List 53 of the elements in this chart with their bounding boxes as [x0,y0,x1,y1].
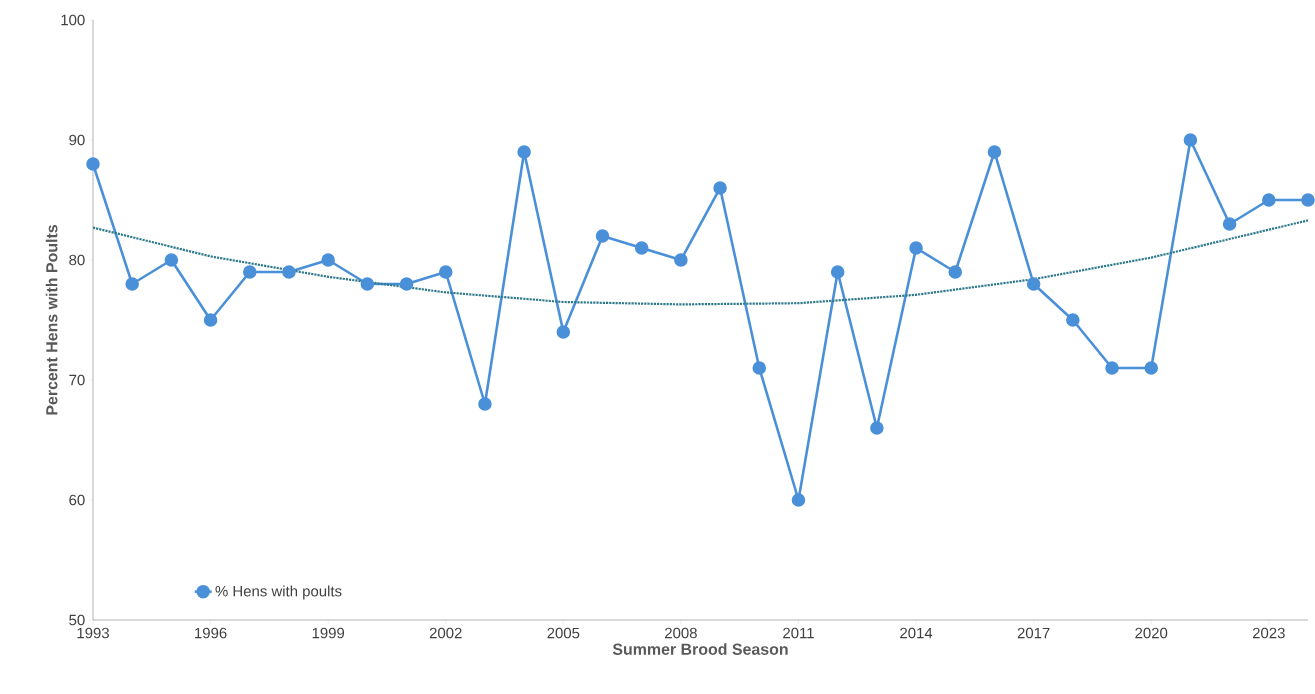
y-tick-label: 60 [69,494,85,506]
y-tick-label: 80 [69,254,85,266]
point [830,265,845,279]
line-series [93,219,1308,306]
point [125,277,139,291]
point [399,277,414,291]
x-tick-label: 2020 [1135,627,1168,639]
y-tick-label: 50 [69,614,85,626]
x-tick-label: 1996 [195,627,227,639]
point [517,145,531,159]
point [282,265,296,279]
point [909,241,923,255]
point [1026,277,1041,291]
point [1301,193,1315,207]
legend-label: % Hens with poults [215,585,342,600]
x-tick-label: 2017 [1017,627,1050,639]
x-tick-label: 2002 [429,627,462,639]
x-tick-label: 2008 [665,627,697,639]
point [674,253,688,267]
point [321,253,335,267]
point [1105,361,1119,375]
point [556,325,571,339]
point [1222,217,1237,231]
y-tick-label: 100 [61,14,85,26]
point [1066,313,1080,327]
point [713,181,727,195]
y-tick-label: 90 [69,134,85,146]
point [164,253,179,267]
point [243,265,257,279]
point [360,277,375,291]
point [438,265,453,279]
point [870,421,884,435]
point [634,241,649,255]
point [1262,193,1276,207]
x-tick-label: 1999 [312,627,345,639]
point [86,157,100,171]
y-tick-label: 70 [69,374,85,386]
point [478,397,492,411]
x-tick-label: 2014 [900,627,933,639]
x-tick-label: 1993 [77,627,109,639]
x-tick-label: 2011 [783,627,814,639]
point [948,265,963,279]
point [987,145,1002,159]
y-axis-title: Percent Hens with Poults [45,225,58,415]
point [203,313,218,327]
point [1183,133,1198,147]
point [1144,361,1159,375]
x-axis-title: Summer Brood Season [612,643,788,655]
point [595,229,610,243]
x-tick-label: 2023 [1252,627,1285,639]
point [752,361,767,375]
x-tick-label: 2005 [547,627,580,639]
point [791,493,806,507]
